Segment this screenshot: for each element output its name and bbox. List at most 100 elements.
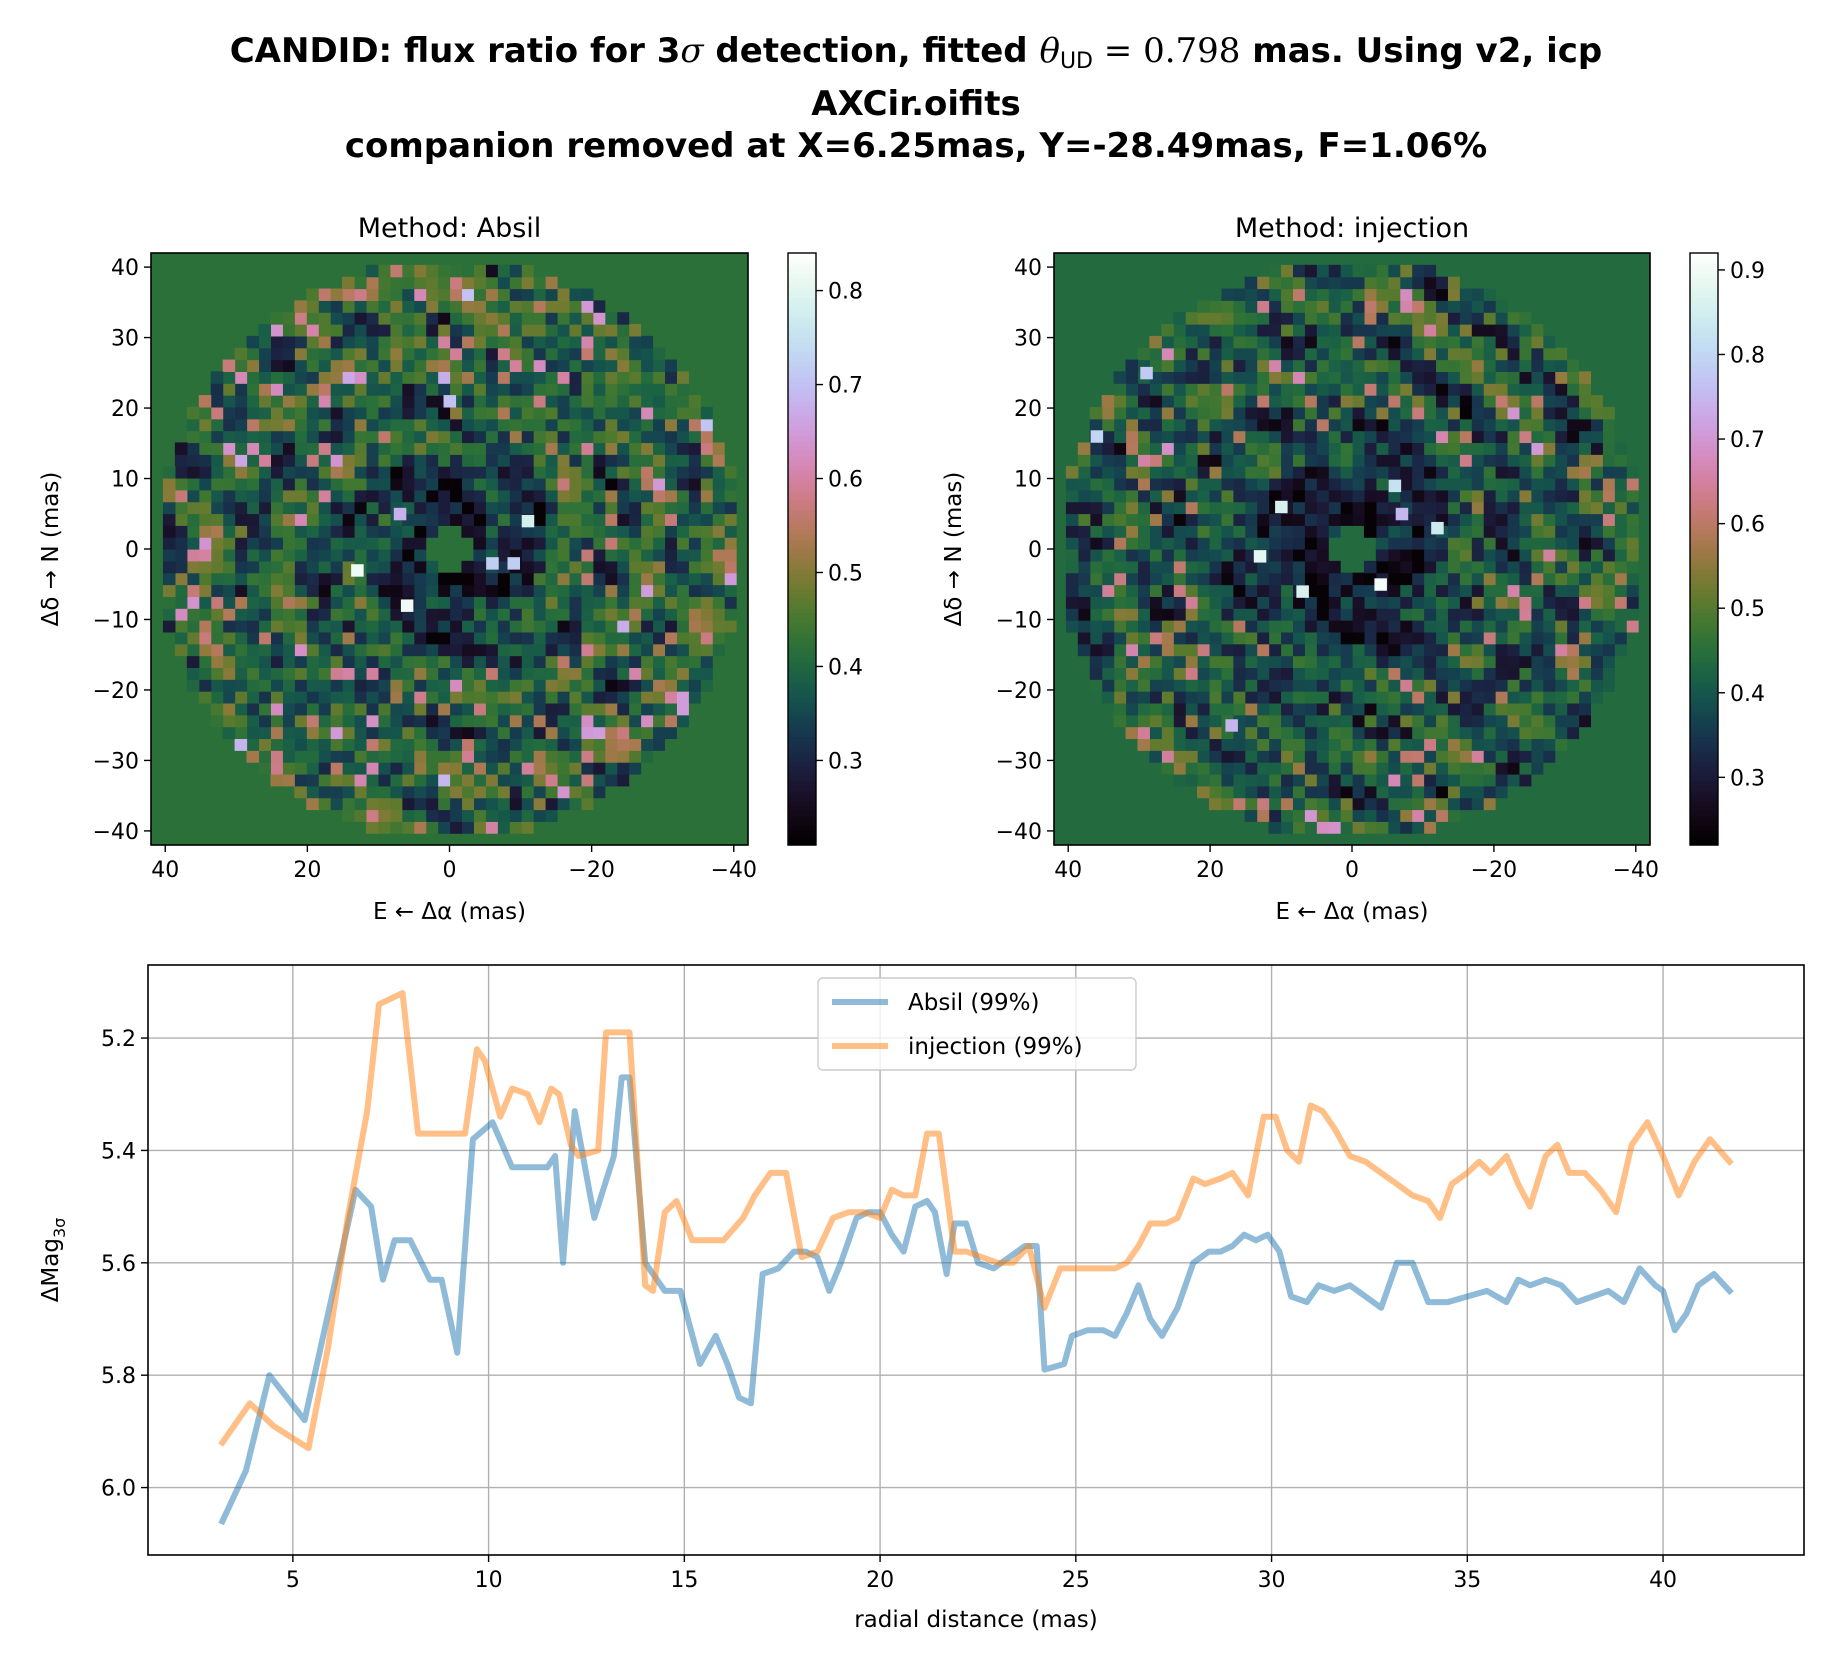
heatmap-cell	[521, 809, 534, 822]
heatmap-cell	[1328, 525, 1341, 538]
colorbar-segment	[788, 267, 816, 274]
heatmap-cell	[1411, 596, 1425, 609]
heatmap-cell	[485, 643, 498, 657]
heatmap-cell	[640, 454, 654, 467]
heatmap-cell	[330, 702, 343, 716]
heatmap-cell	[1149, 691, 1162, 704]
heatmap-cell	[1483, 785, 1496, 799]
heatmap-cell	[1149, 395, 1162, 408]
y-axis-label: Δδ → N (mas)	[38, 472, 64, 627]
heatmap-cell	[162, 525, 176, 538]
heatmap-cell	[222, 466, 236, 479]
heatmap-cell	[1602, 442, 1615, 455]
heatmap-cell	[1352, 584, 1365, 597]
heatmap-cell	[318, 655, 331, 668]
heatmap-cell	[1554, 572, 1568, 586]
heatmap-cell	[1602, 513, 1615, 526]
heatmap-cell	[1483, 572, 1496, 586]
heatmap-cell	[174, 442, 188, 455]
heatmap-cell	[1161, 430, 1174, 444]
heatmap-cell	[1387, 762, 1401, 775]
heatmap-cell	[306, 584, 319, 597]
heatmap-cell	[330, 501, 343, 515]
heatmap-cell	[353, 513, 367, 526]
heatmap-cell	[461, 691, 474, 704]
heatmap-cell	[1399, 383, 1413, 396]
heatmap-cell	[342, 466, 355, 479]
heatmap-cell	[700, 442, 713, 455]
heatmap-cell	[1566, 714, 1580, 728]
heatmap-cell	[1447, 738, 1460, 751]
heatmap-cell	[413, 335, 427, 349]
heatmap-cell	[1375, 821, 1389, 834]
heatmap-cell	[186, 477, 200, 491]
heatmap-cell	[1375, 679, 1389, 692]
heatmap-cell	[425, 513, 439, 526]
heatmap-cell	[1530, 347, 1544, 361]
colorbar-segment	[788, 746, 816, 752]
heatmap-cell	[1185, 750, 1198, 763]
heatmap-cell	[1304, 276, 1317, 290]
heatmap-cell	[461, 335, 474, 349]
heatmap-cell	[545, 738, 558, 751]
heatmap-cell	[1065, 620, 1079, 633]
heatmap-cell	[688, 620, 701, 633]
heatmap-cell	[1197, 347, 1210, 361]
heatmap-cell	[437, 442, 451, 455]
heatmap-cell	[1197, 620, 1210, 633]
heatmap-cell	[473, 347, 486, 361]
heatmap-cell	[330, 667, 343, 680]
heatmap-cell	[365, 762, 379, 775]
heatmap-cell	[1399, 418, 1413, 432]
heatmap-cell	[1220, 537, 1234, 550]
heatmap-cell	[1411, 335, 1425, 349]
heatmap-cell	[1363, 809, 1377, 822]
heatmap-cell	[1542, 655, 1556, 668]
heatmap-cell	[1161, 549, 1174, 562]
heatmap-cell	[1363, 442, 1377, 455]
heatmap-cell	[258, 371, 271, 384]
heatmap-cell	[1232, 489, 1246, 503]
heatmap-cell	[1185, 762, 1198, 775]
heatmap-cell	[1471, 679, 1484, 692]
heatmap-cell	[616, 442, 630, 455]
heatmap-cell	[1399, 750, 1413, 763]
heatmap-cell	[1232, 418, 1246, 432]
heatmap-cell	[1232, 702, 1246, 716]
colorbar-segment	[788, 662, 816, 668]
heatmap-cell	[1483, 655, 1496, 668]
heatmap-cell	[401, 288, 415, 301]
heatmap-cell	[1626, 513, 1639, 526]
heatmap-cell	[1447, 655, 1460, 668]
heatmap-cell	[1328, 430, 1341, 444]
heatmap-cell	[1614, 631, 1627, 645]
heatmap-cell	[1447, 489, 1460, 503]
heatmap-cell	[210, 489, 224, 503]
heatmap-cell	[1316, 477, 1329, 491]
heatmap-cell	[270, 442, 283, 455]
heatmap-cell	[1495, 785, 1508, 799]
heatmap-cell	[353, 300, 367, 313]
heatmap-cell	[1340, 785, 1353, 799]
heatmap-cell	[688, 418, 701, 432]
heatmap-cell	[1149, 501, 1162, 515]
heatmap-cell	[485, 359, 498, 372]
heatmap-cell	[592, 572, 606, 586]
heatmap-cell	[1554, 702, 1568, 716]
heatmap-cell	[533, 608, 546, 621]
heatmap-cell	[688, 525, 701, 538]
heatmap-cell	[174, 631, 188, 645]
heatmap-cell	[1292, 537, 1305, 550]
heatmap-cell	[318, 679, 331, 692]
heatmap-cell	[1518, 501, 1532, 515]
heatmap-cell	[1518, 750, 1532, 763]
heatmap-cell	[1304, 596, 1317, 609]
heatmap-cell	[1459, 738, 1472, 751]
heatmap-cell	[401, 572, 415, 586]
heatmap-cell	[1316, 312, 1329, 325]
heatmap-cell	[1137, 726, 1150, 740]
colorbar-segment	[1690, 677, 1718, 683]
heatmap-cell	[1340, 738, 1353, 751]
heatmap-cell	[1244, 442, 1258, 455]
heatmap-cell	[1316, 643, 1329, 657]
